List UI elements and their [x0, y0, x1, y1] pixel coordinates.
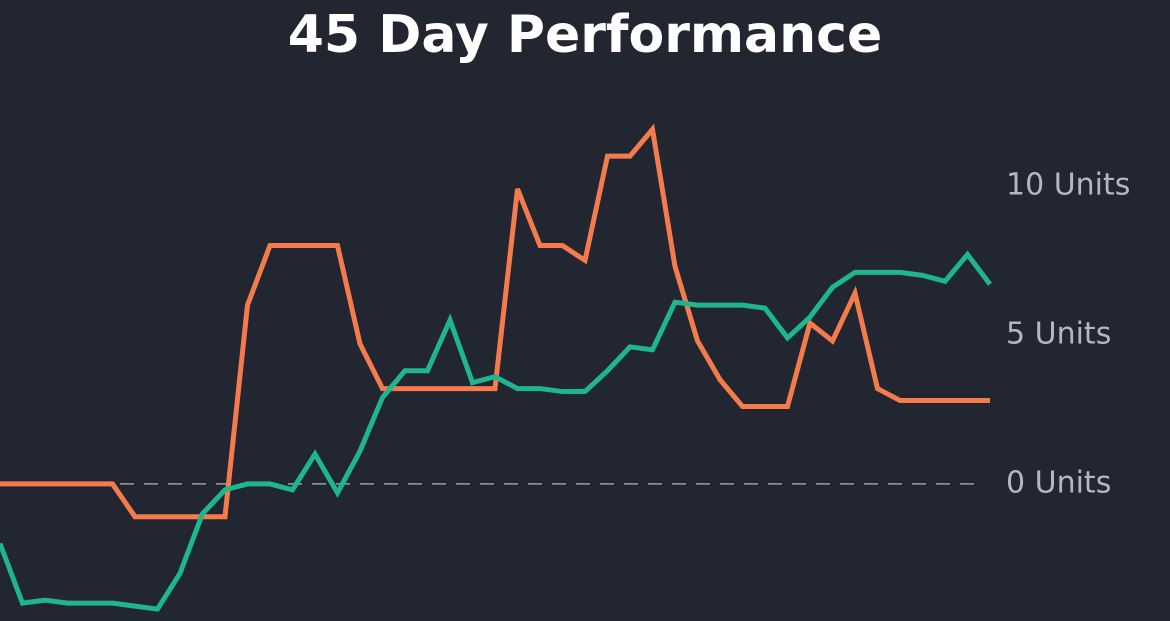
- y-tick-label: 5 Units: [1006, 316, 1111, 351]
- y-tick-label: 0 Units: [1006, 465, 1111, 500]
- series-line: [0, 250, 992, 612]
- y-tick-label: 10 Units: [1006, 167, 1130, 202]
- series-line: [0, 123, 990, 520]
- chart-title: 45 Day Performance: [288, 5, 883, 65]
